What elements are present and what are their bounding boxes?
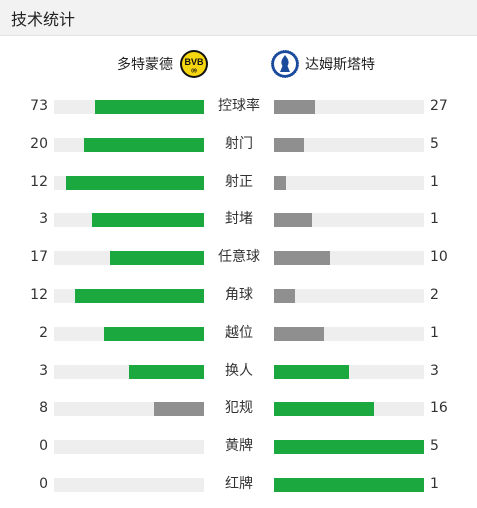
stat-row: 8 犯规 16 xyxy=(0,390,477,428)
away-bar-track xyxy=(274,402,424,417)
away-value: 1 xyxy=(430,211,439,228)
stat-label: 射门 xyxy=(225,135,253,152)
away-bar-track xyxy=(274,440,424,455)
home-bar-track xyxy=(54,100,204,114)
home-bar xyxy=(104,326,204,341)
home-bar-track xyxy=(54,251,204,266)
away-bar-track xyxy=(274,288,424,303)
stat-row: 3 换人 3 xyxy=(0,353,477,391)
stat-row: 73 控球率 27 xyxy=(0,88,477,126)
away-value: 16 xyxy=(430,400,448,417)
home-bar-track xyxy=(54,477,204,492)
away-bar-track xyxy=(274,364,424,379)
home-bar-track xyxy=(54,175,204,190)
home-value: 3 xyxy=(39,211,48,228)
away-bar-track xyxy=(274,477,424,492)
away-team-name: 达姆斯塔特 xyxy=(305,57,375,73)
away-bar xyxy=(274,402,374,417)
away-value: 27 xyxy=(430,98,448,114)
stat-label: 控球率 xyxy=(218,98,260,114)
stat-label: 犯规 xyxy=(225,400,253,417)
away-bar xyxy=(274,477,424,492)
home-bar xyxy=(91,213,204,228)
darmstadt-crest-icon xyxy=(270,49,300,79)
home-bar xyxy=(109,251,204,266)
home-team[interactable]: 多特蒙德 BVB 09 xyxy=(117,49,209,79)
stats-list: 73 控球率 27 20 射门 5 12 射正 1 3 封堵 1 17 任意球 10 12 角球 2 2 越位 1 3 换人… xyxy=(0,88,477,504)
home-bar xyxy=(65,175,204,190)
home-value: 12 xyxy=(30,173,48,190)
home-bar xyxy=(84,137,204,152)
away-bar xyxy=(274,440,424,455)
stat-label: 角球 xyxy=(225,286,253,303)
home-value: 8 xyxy=(39,400,48,417)
home-bar-track xyxy=(54,364,204,379)
stat-label: 黄牌 xyxy=(225,438,253,455)
away-bar xyxy=(274,288,296,303)
away-bar xyxy=(274,137,304,152)
page-title: 技术统计 xyxy=(11,9,76,29)
home-value: 20 xyxy=(30,135,48,152)
home-bar-track xyxy=(54,402,204,417)
home-bar-track xyxy=(54,288,204,303)
home-bar-track xyxy=(54,326,204,341)
away-value: 1 xyxy=(430,173,439,190)
away-value: 10 xyxy=(430,249,448,266)
stat-row: 2 越位 1 xyxy=(0,315,477,353)
stat-label: 越位 xyxy=(225,324,253,341)
home-value: 0 xyxy=(39,438,48,455)
home-value: 2 xyxy=(39,324,48,341)
away-bar-track xyxy=(274,213,424,228)
away-bar-track xyxy=(274,175,424,190)
home-bar xyxy=(129,364,204,379)
home-value: 12 xyxy=(30,286,48,303)
away-value: 1 xyxy=(430,475,439,492)
stat-row: 0 红牌 1 xyxy=(0,466,477,504)
away-bar-track xyxy=(274,326,424,341)
away-value: 1 xyxy=(430,324,439,341)
away-bar-track xyxy=(274,251,424,266)
home-value: 3 xyxy=(39,362,48,379)
teams-row: 多特蒙德 BVB 09 达姆斯塔特 xyxy=(0,36,477,88)
away-bar xyxy=(274,175,286,190)
away-bar xyxy=(274,326,324,341)
stat-row: 17 任意球 10 xyxy=(0,239,477,277)
away-bar-track xyxy=(274,100,424,114)
home-bar xyxy=(154,402,204,417)
stat-row: 20 射门 5 xyxy=(0,126,477,164)
away-team[interactable]: 达姆斯塔特 xyxy=(270,49,375,79)
stat-label: 封堵 xyxy=(225,211,253,228)
home-value: 0 xyxy=(39,475,48,492)
home-bar xyxy=(94,100,204,114)
stat-label: 射正 xyxy=(225,173,253,190)
stat-row: 12 角球 2 xyxy=(0,277,477,315)
home-value: 17 xyxy=(30,249,48,266)
stats-header: 技术统计 xyxy=(0,0,477,36)
away-bar-track xyxy=(274,137,424,152)
stat-row: 12 射正 1 xyxy=(0,164,477,202)
away-value: 3 xyxy=(430,362,439,379)
home-bar-track xyxy=(54,137,204,152)
home-bar-track xyxy=(54,213,204,228)
away-bar xyxy=(274,213,312,228)
away-bar xyxy=(274,100,315,114)
svg-text:BVB: BVB xyxy=(184,57,204,67)
stat-row: 0 黄牌 5 xyxy=(0,428,477,466)
away-bar xyxy=(274,251,330,266)
away-value: 5 xyxy=(430,438,439,455)
svg-text:09: 09 xyxy=(191,69,197,75)
bvb-crest-icon: BVB 09 xyxy=(179,49,209,79)
home-value: 73 xyxy=(30,98,48,114)
away-value: 5 xyxy=(430,135,439,152)
stat-label: 换人 xyxy=(225,362,253,379)
stat-label: 任意球 xyxy=(218,249,260,266)
away-value: 2 xyxy=(430,286,439,303)
home-team-name: 多特蒙德 xyxy=(117,57,173,73)
home-bar-track xyxy=(54,440,204,455)
home-bar xyxy=(75,288,204,303)
stat-row: 3 封堵 1 xyxy=(0,201,477,239)
stat-label: 红牌 xyxy=(225,475,253,492)
away-bar xyxy=(274,364,349,379)
